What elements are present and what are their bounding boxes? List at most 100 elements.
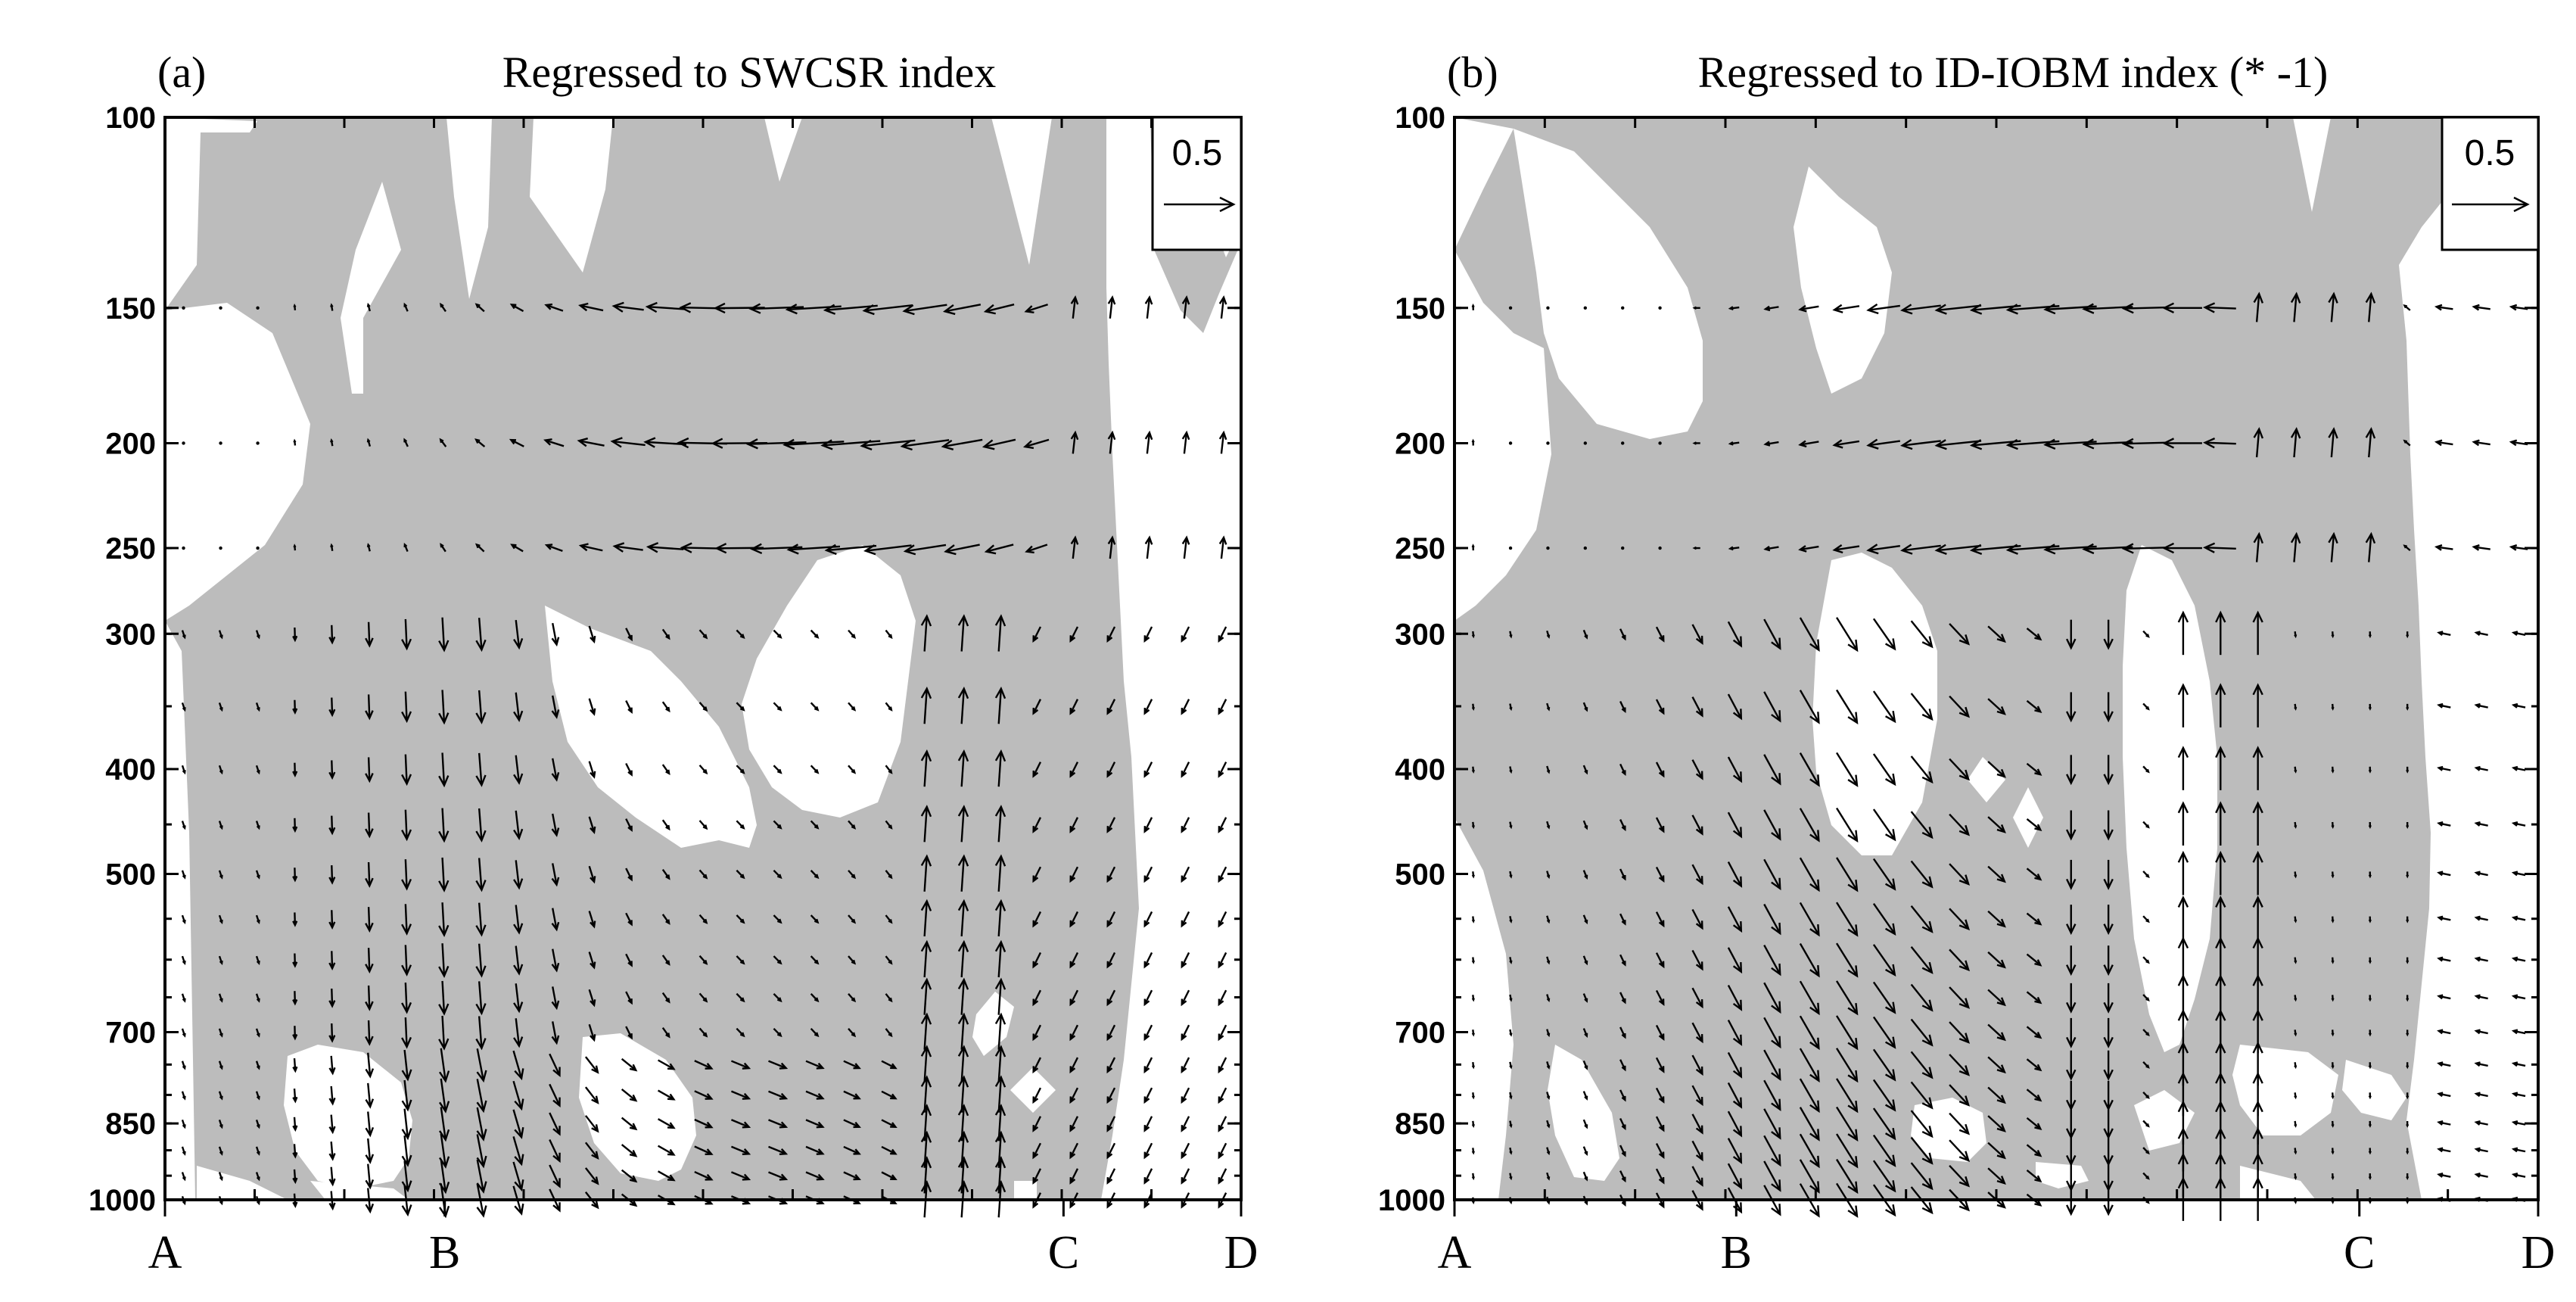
wind-vector [181,955,186,966]
wind-vector [1872,1107,1896,1141]
wind-vector [1218,1024,1227,1042]
wind-vector [293,303,297,311]
wind-vector [1619,913,1626,926]
wind-vector [365,861,374,888]
wind-vector [994,1075,1006,1113]
wind-vector [736,765,745,774]
wind-vector [2162,302,2202,313]
wind-vector [621,1057,638,1072]
wind-vector [1032,699,1042,715]
wind-vector [1934,439,1982,450]
wind-vector [994,749,1006,787]
wind-vector [403,438,409,447]
panel-b-reference-vector: 0.5 [2441,116,2540,251]
wind-vector [328,910,336,930]
wind-vector [1143,699,1153,715]
wind-vector [957,687,969,724]
wind-vector [1181,626,1190,643]
wind-vector [661,628,670,640]
wind-vector [401,945,412,976]
wind-vector [1691,1166,1703,1187]
wind-vector [588,625,596,644]
wind-vector [983,304,1015,315]
wind-vector [255,821,260,830]
wind-vector [994,977,1006,1015]
wind-vector [2437,871,2451,877]
wind-vector [1836,1048,1859,1083]
wind-vector [1910,1136,1934,1165]
wind-vector [2203,302,2236,313]
wind-vector [181,821,186,830]
wind-vector [1471,1148,1475,1155]
wind-vector [2403,544,2411,552]
wind-vector [1691,696,1703,718]
wind-vector [1508,306,1513,310]
wind-vector [1949,948,1971,972]
panel-a-reference-label: 0.5 [1172,133,1223,173]
wind-vector [2474,821,2488,827]
wind-vector [255,702,260,712]
wind-vector [1582,629,1588,640]
wind-vector [366,543,371,552]
wind-vector [1181,911,1190,928]
wind-vector [2162,438,2202,449]
wind-vector [2066,1080,2077,1111]
wind-vector [1546,821,1551,830]
y-tick-label: 150 [1395,292,1445,326]
wind-vector [1181,1142,1190,1160]
wind-vector [255,765,260,775]
wind-vector [2474,1120,2488,1126]
wind-vector [2437,1061,2451,1067]
wind-vector [1949,986,1971,1009]
wind-vector [920,1045,932,1082]
wind-vector [694,1118,714,1129]
wind-vector [1106,699,1116,715]
wind-vector [1763,1049,1781,1081]
wind-vector [1032,1142,1042,1160]
wind-vector [2026,1144,2042,1157]
panel-a-shading [165,117,1241,1200]
wind-vector [1655,699,1665,715]
wind-vector [773,914,782,924]
wind-vector [1763,305,1779,312]
wind-vector [848,870,857,880]
wind-vector [994,1045,1006,1082]
wind-vector [1872,903,1896,936]
wind-vector [2368,1092,2372,1100]
wind-vector [1866,303,1900,315]
wind-vector [1655,1168,1665,1185]
wind-vector [2437,821,2451,827]
wind-vector [2331,1148,2335,1155]
wind-vector [438,980,450,1016]
wind-vector [1910,983,1934,1012]
wind-vector [1987,1086,2006,1104]
wind-vector [1691,949,1703,971]
wind-vector [1949,908,1971,931]
wind-vector [1949,1021,1971,1044]
wind-vector [1949,863,1971,886]
wind-vector [1509,766,1513,774]
wind-vector [2437,956,2451,962]
wind-vector [551,695,560,719]
wind-vector [2215,936,2226,981]
wind-vector [2331,1029,2335,1037]
wind-vector [773,702,782,712]
wind-vector [994,687,1006,724]
wind-vector [1032,1087,1042,1104]
wind-vector [900,439,950,451]
wind-vector [1763,1017,1781,1049]
wind-vector [2511,1120,2526,1126]
wind-vector [255,1172,260,1182]
wind-vector [181,993,186,1003]
wind-vector [2142,1029,2150,1037]
wind-vector [1872,981,1896,1014]
wind-vector [2331,1120,2335,1128]
wind-vector [1949,1054,1971,1076]
wind-vector [1987,816,2006,833]
wind-vector [1763,1160,1781,1192]
x-tick-label-d: D [2522,1227,2556,1279]
wind-vector [438,617,450,653]
wind-vector [292,818,298,833]
wind-vector [1107,295,1116,319]
wind-vector [768,1060,789,1070]
